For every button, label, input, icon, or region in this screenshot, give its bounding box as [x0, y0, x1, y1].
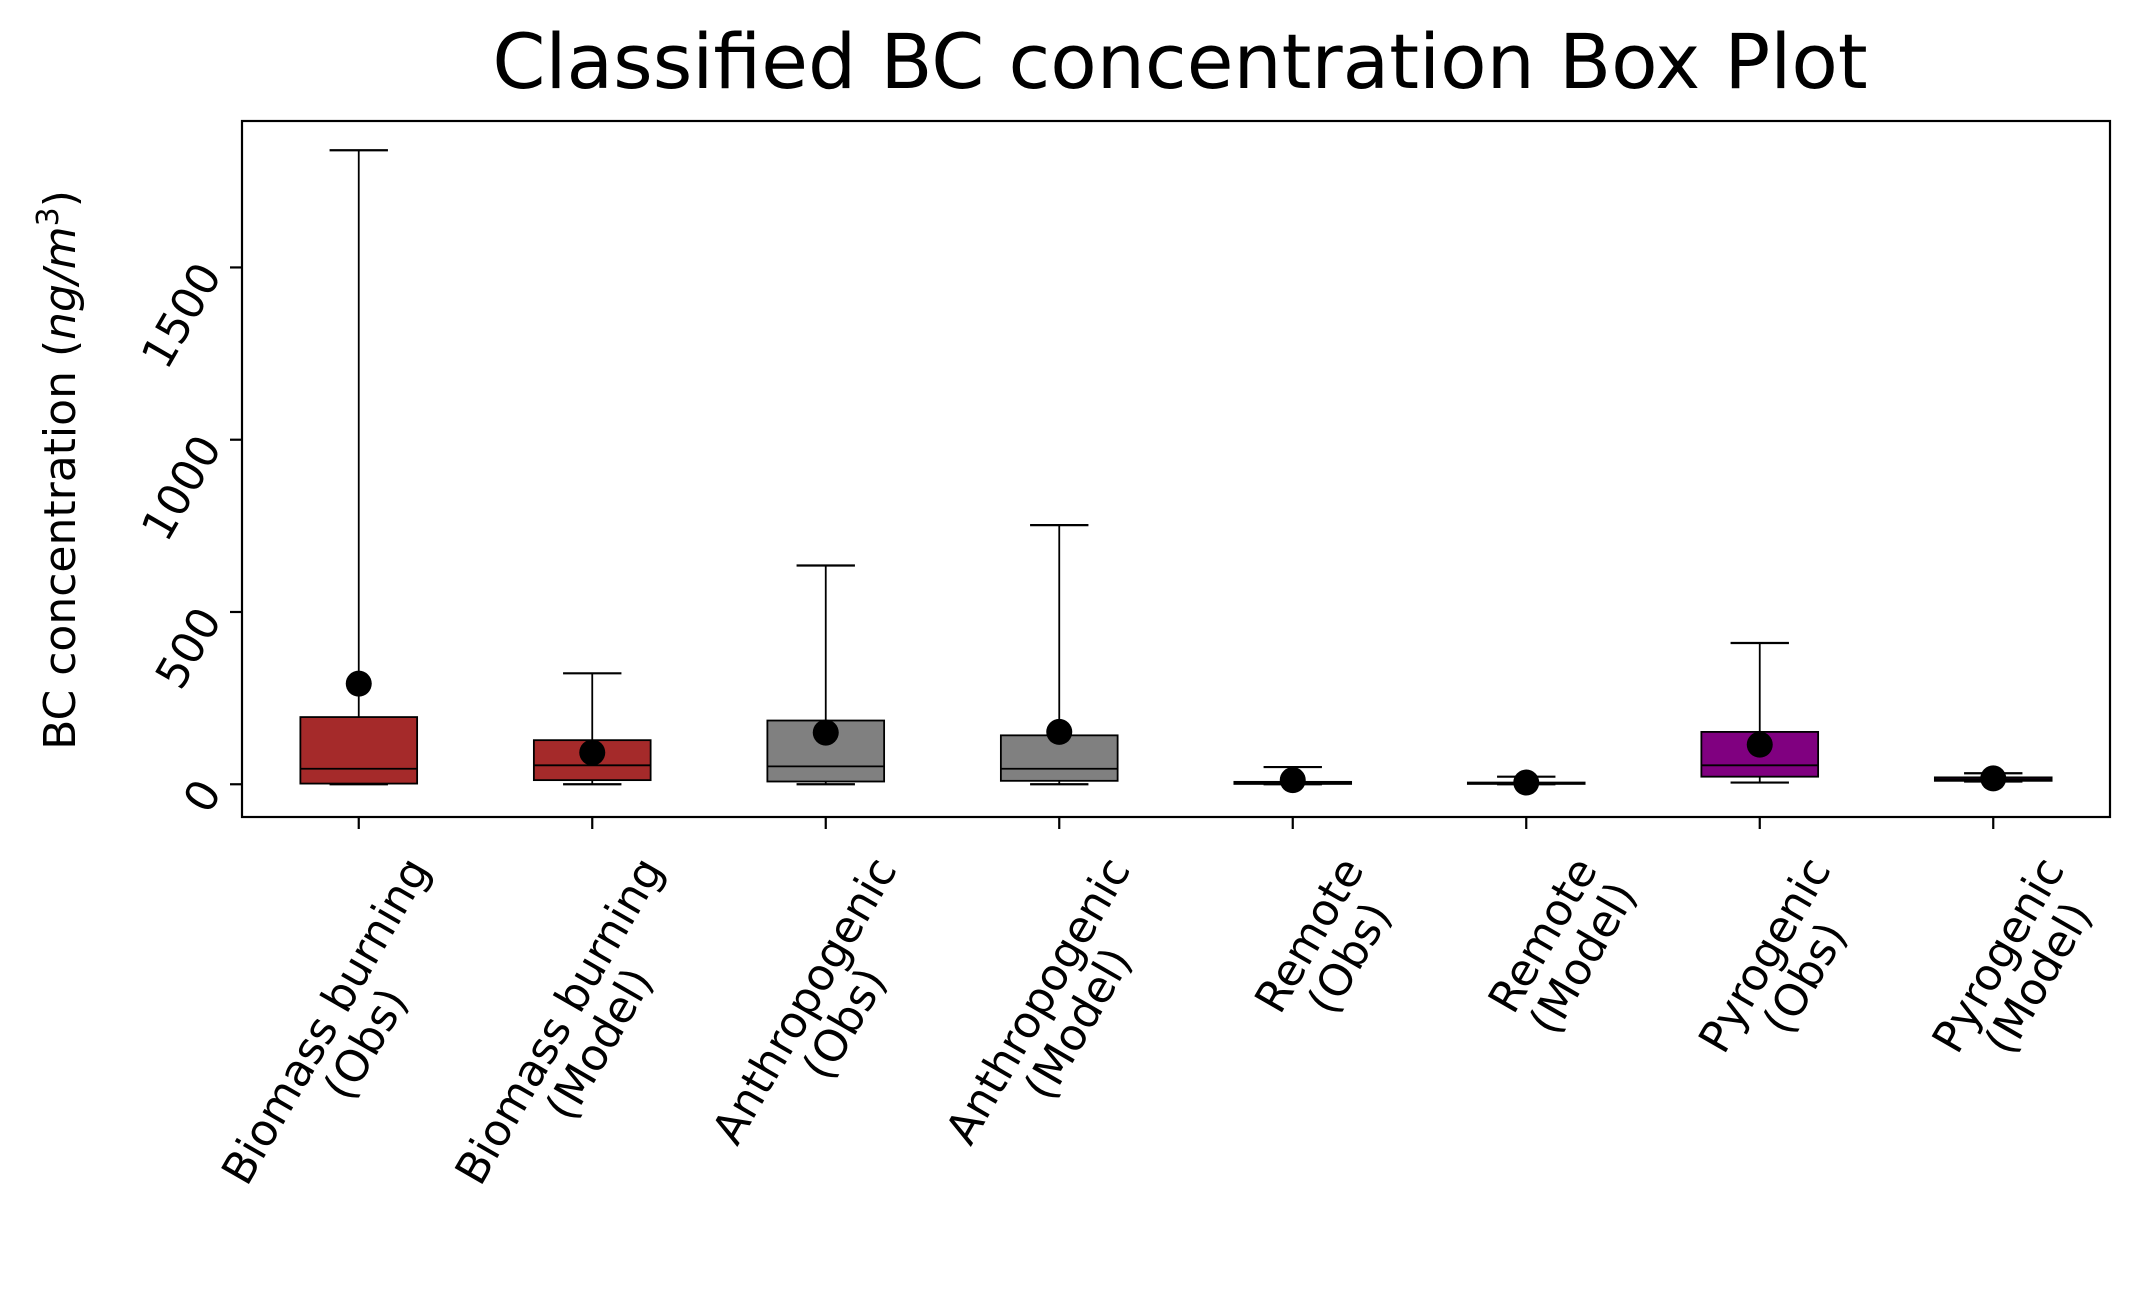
x-tick-label-1: Biomass burning(Obs)	[212, 849, 480, 1216]
y-axis-label-suffix: )	[35, 190, 86, 207]
mean-marker	[1746, 731, 1773, 758]
x-tick-label-3: Anthropogenic(Obs)	[702, 849, 947, 1176]
x-tick-label-6: Remote(Model)	[1479, 849, 1648, 1045]
box-group-5	[1233, 765, 1353, 794]
mean-marker	[1513, 769, 1540, 796]
x-tick-label-5: Remote(Obs)	[1245, 849, 1414, 1045]
iqr-box	[299, 716, 419, 785]
y-axis-label-prefix: BC concentration (	[35, 340, 86, 750]
mean-marker	[1980, 765, 2007, 792]
y-axis-label-unit: ng/m	[35, 226, 86, 340]
box-group-2	[532, 672, 652, 786]
box-group-1	[299, 149, 419, 786]
chart-title: Classified BC concentration Box Plot	[492, 17, 1867, 106]
box-group-3	[766, 564, 886, 786]
x-axis: Biomass burning(Obs) Biomass burning(Mode…	[212, 817, 2115, 1216]
mean-marker	[345, 670, 372, 697]
plot-frame	[240, 119, 2112, 819]
box-group-6	[1466, 769, 1586, 796]
x-tick-label-8: Pyrogenic(Model)	[1923, 849, 2115, 1085]
y-tick-label-1500: 1500	[132, 255, 232, 377]
x-tick-label-7: Pyrogenic(Obs)	[1689, 849, 1881, 1085]
mean-marker	[1279, 767, 1306, 794]
x-tick-label-4: Anthropogenic(Model)	[936, 849, 1181, 1176]
mean-marker	[579, 739, 606, 766]
y-tick-label-500: 500	[146, 599, 232, 697]
box-group-4	[999, 524, 1119, 786]
boxes-layer	[299, 149, 2053, 796]
y-axis-label-exponent: 3	[31, 207, 66, 226]
y-tick-label-1000: 1000	[132, 427, 232, 549]
box-group-8	[1933, 765, 2053, 792]
box-group-7	[1700, 641, 1820, 784]
y-tick-label-0: 0	[174, 772, 232, 822]
y-axis-label: BC concentration (ng/m3)	[31, 190, 87, 750]
mean-marker	[1046, 718, 1073, 745]
y-axis: 0 500 1000 1500	[132, 255, 242, 822]
mean-marker	[812, 719, 839, 746]
x-tick-label-2: Biomass burning(Model)	[446, 849, 714, 1216]
